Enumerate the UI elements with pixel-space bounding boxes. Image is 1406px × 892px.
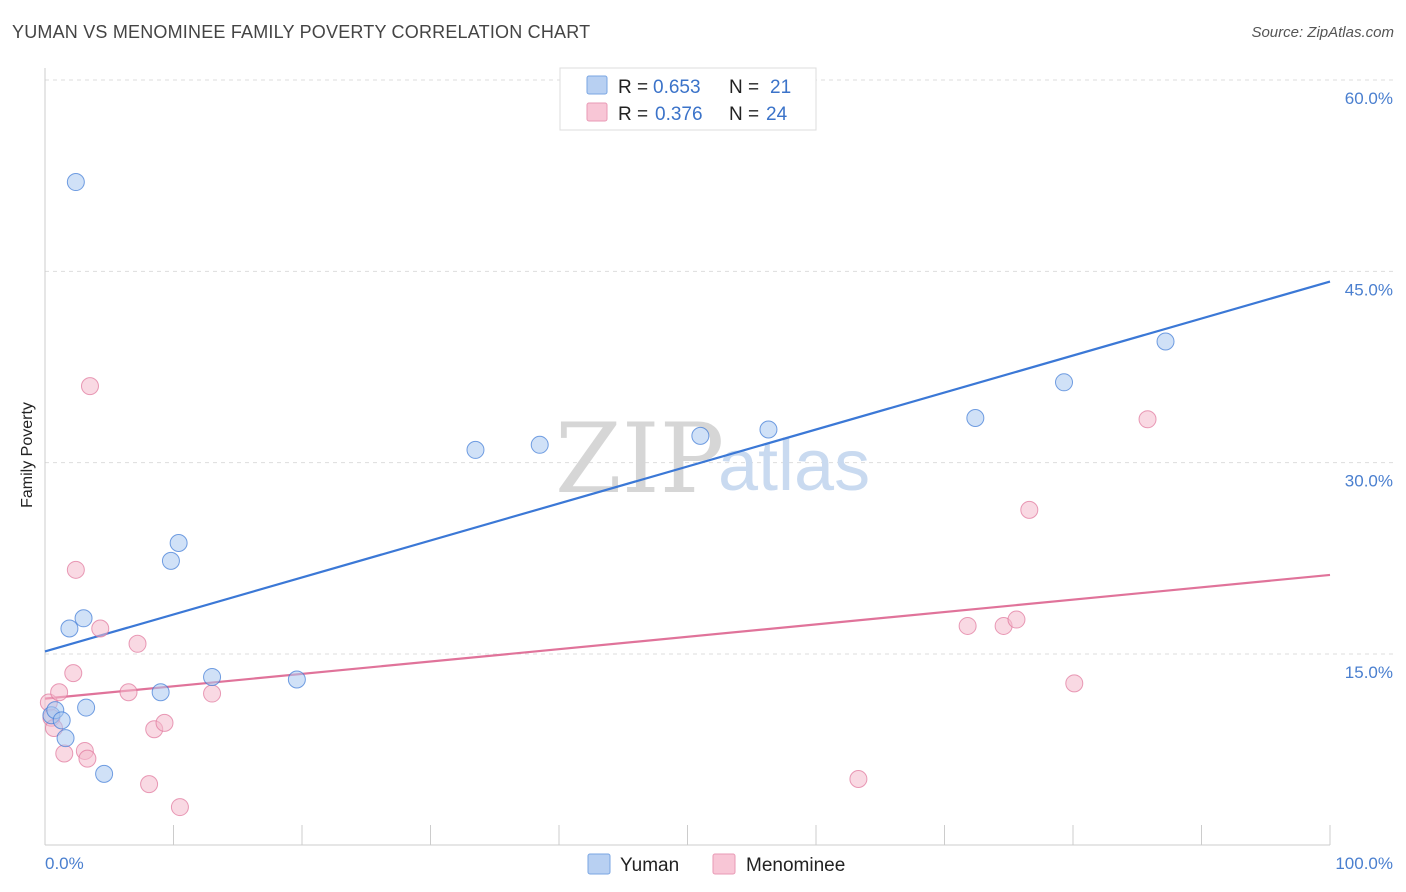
point-menominee — [80, 377, 99, 396]
tick-labels: 15.0% 30.0% 45.0% 60.0% 0.0% 100.0% — [45, 89, 1393, 873]
chart-title: YUMAN VS MENOMINEE FAMILY POVERTY CORREL… — [12, 22, 591, 42]
point-yuman — [169, 534, 188, 553]
point-yuman — [691, 426, 710, 445]
legend-swatch-yuman — [586, 75, 608, 95]
watermark-atlas: atlas — [718, 426, 870, 506]
point-yuman — [52, 711, 71, 730]
y-tick-label: 30.0% — [1345, 472, 1393, 491]
trend-line-yuman — [44, 280, 1331, 653]
point-yuman — [151, 683, 170, 702]
point-menominee — [1020, 500, 1039, 519]
y-tick-label: 15.0% — [1345, 663, 1393, 682]
legend-n-menominee: 24 — [766, 104, 788, 125]
legend-r-label: R = — [618, 104, 648, 125]
x-tick-label: 100.0% — [1335, 854, 1393, 873]
point-menominee — [50, 683, 69, 702]
point-menominee — [119, 683, 138, 702]
y-tick-label: 60.0% — [1345, 89, 1393, 108]
legend-n-yuman: 21 — [770, 77, 791, 98]
legend-r-label: R = — [618, 77, 648, 98]
point-menominee — [1065, 674, 1084, 693]
point-yuman — [74, 609, 93, 628]
point-menominee — [64, 664, 83, 683]
series-label-menominee: Menominee — [746, 855, 845, 876]
source-label: Source: ZipAtlas.com — [1251, 24, 1394, 41]
point-menominee — [155, 713, 174, 732]
legend-n-label: N = — [729, 104, 759, 125]
point-menominee — [66, 560, 85, 579]
gridlines — [45, 79, 1395, 655]
point-yuman — [466, 440, 485, 459]
point-yuman — [161, 551, 180, 570]
data-points — [39, 173, 1175, 817]
point-yuman — [966, 409, 985, 428]
point-menominee — [140, 775, 159, 794]
point-yuman — [66, 173, 85, 192]
point-menominee — [849, 770, 868, 789]
point-yuman — [1055, 373, 1074, 392]
trend-line-menominee — [44, 573, 1331, 700]
point-yuman — [95, 764, 114, 783]
point-menominee — [958, 616, 977, 635]
point-menominee — [1007, 610, 1026, 629]
point-yuman — [1156, 332, 1175, 351]
point-yuman — [77, 698, 96, 717]
series-legend: Yuman Menominee — [587, 853, 845, 876]
x-tick-label: 0.0% — [45, 854, 84, 873]
point-menominee — [128, 634, 147, 653]
point-yuman — [759, 420, 778, 439]
watermark: ZIP atlas — [555, 403, 870, 515]
point-yuman — [56, 729, 75, 748]
y-tick-label: 45.0% — [1345, 280, 1393, 299]
legend-r-yuman: 0.653 — [653, 77, 701, 98]
point-yuman — [60, 619, 79, 638]
series-swatch-yuman — [587, 853, 611, 875]
legend-swatch-menominee — [586, 102, 608, 122]
point-menominee — [55, 744, 74, 763]
point-menominee — [1138, 410, 1157, 429]
point-menominee — [203, 684, 222, 703]
legend-r-menominee: 0.376 — [655, 104, 703, 125]
legend-n-label: N = — [729, 77, 759, 98]
point-menominee — [91, 619, 110, 638]
correlation-legend: R = 0.653 N = 21 R = 0.376 N = 24 — [559, 67, 817, 131]
point-menominee — [170, 798, 189, 817]
point-yuman — [287, 670, 306, 689]
series-swatch-menominee — [712, 853, 736, 875]
point-menominee — [78, 749, 97, 768]
trend-lines — [44, 280, 1331, 700]
series-label-yuman: Yuman — [620, 855, 679, 876]
point-yuman — [203, 667, 222, 686]
point-yuman — [530, 435, 549, 454]
